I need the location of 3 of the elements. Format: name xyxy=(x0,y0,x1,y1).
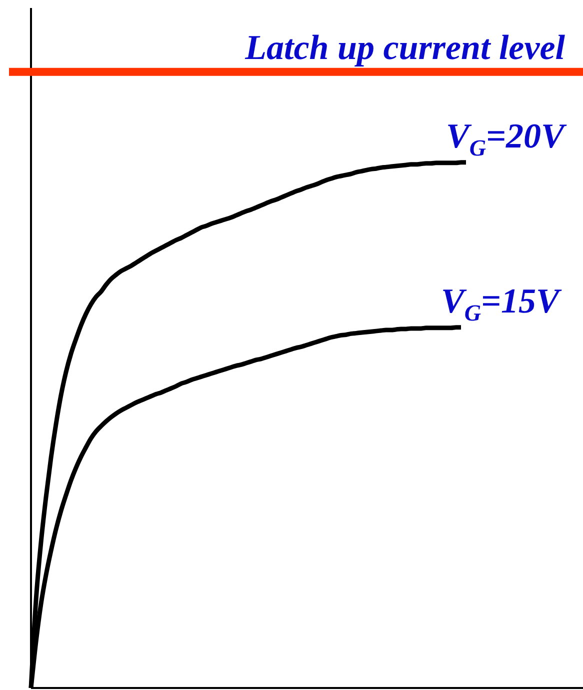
ref-line-label: Latch up current level xyxy=(244,28,566,67)
series-label: V$_{G}$=20V xyxy=(446,116,567,160)
series-label: V$_{G}$=15V xyxy=(441,281,562,326)
